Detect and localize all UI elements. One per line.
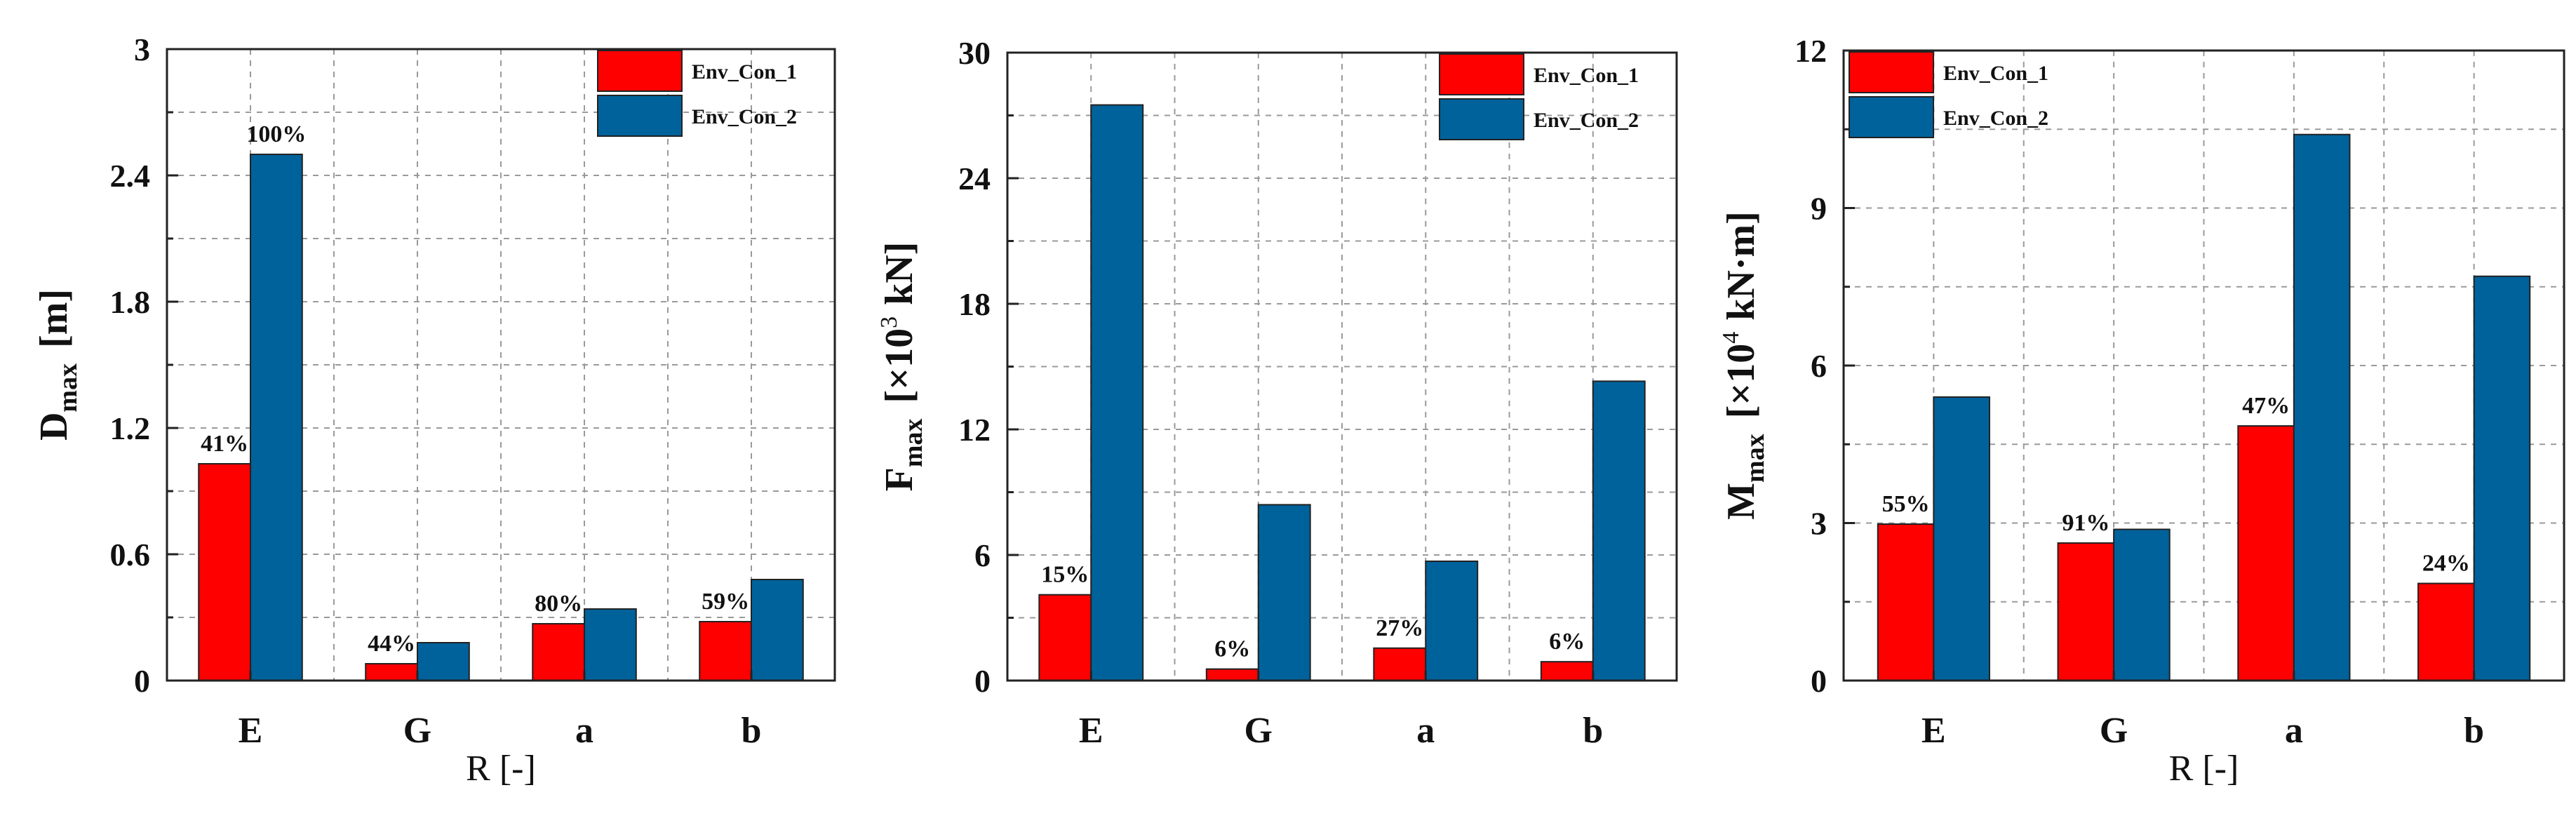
bar-env-con-1-E [198,463,251,681]
bar-env-con-1-G [2057,542,2115,681]
legend-label: Env_Con_1 [692,60,797,83]
legend-swatch [1439,53,1524,95]
legend-label: Env_Con_1 [1534,64,1639,87]
bar-env-con-2-E [1933,396,1990,682]
bar-env-con-1-E [1038,594,1092,682]
y-tick-label: 2.4 [110,158,151,194]
x-axis-label: R [-] [466,749,536,789]
data-label: 6% [1214,636,1250,662]
x-axis-label: R [-] [2169,749,2239,789]
data-label: 27% [1376,615,1423,641]
data-label: 44% [368,631,415,657]
x-tick-label: G [403,711,431,751]
data-label: 91% [2062,510,2109,536]
x-tick-label: b [1583,711,1603,751]
y-tick-label: 0 [1811,663,1827,699]
x-tick-label: E [1921,711,1946,751]
legend-label: Env_Con_2 [1943,107,2048,130]
x-tick-label: E [239,711,263,751]
y-tick-label: 18 [958,286,991,322]
legend: Env_Con_1 Env_Con_2 [1439,53,1639,140]
bar-env-con-2-b [2473,275,2531,681]
legend: Env_Con_1 Env_Con_2 [1849,51,2048,138]
bar-env-con-1-b [2417,582,2475,682]
legend-swatch [1849,51,1934,93]
bar-env-con-1-a [532,623,585,681]
data-label: 6% [1549,629,1585,655]
legend: Env_Con_1 Env_Con_2 [597,50,797,137]
x-tick-label: a [1416,711,1435,751]
y-axis-label: Fmax[×103kN] [876,242,928,492]
bar-env-con-1-b [699,621,752,681]
y-tick-label: 6 [974,537,991,573]
x-tick-label: a [575,711,593,751]
bar-env-con-2-E [250,154,303,681]
y-tick-label: 6 [1811,348,1827,384]
bar-env-con-1-G [365,663,418,681]
legend-swatch [1849,96,1934,138]
bar-env-con-2-a [584,608,637,681]
bar-env-con-1-b [1540,661,1594,682]
legend-label: Env_Con_1 [1943,62,2048,85]
bar-env-con-2-G [2113,528,2171,681]
y-tick-label: 30 [958,35,991,71]
y-tick-label: 0 [134,663,150,699]
bar-env-con-2-E [1090,104,1144,682]
data-label: 47% [2242,393,2290,419]
data-label: 15% [1041,562,1089,588]
data-label: 24% [2422,551,2470,577]
bar-env-con-2-b [1592,380,1646,682]
x-tick-label: b [742,711,762,751]
x-tick-label: E [1079,711,1103,751]
data-label: 55% [1882,491,1930,517]
legend-label: Env_Con_2 [1534,109,1639,132]
bar-env-con-2-b [751,579,804,681]
y-tick-label: 0.6 [110,537,151,573]
x-tick-label: G [1245,711,1273,751]
y-tick-label: 12 [958,412,991,448]
y-tick-label: 1.8 [110,284,151,320]
y-tick-label: 24 [958,161,991,196]
y-axis-label: Dmax[m] [32,289,83,441]
bar-env-con-1-a [1373,647,1427,682]
y-tick-label: 0 [974,663,991,699]
y-tick-label: 12 [1795,33,1827,69]
y-tick-label: 9 [1811,191,1827,227]
x-tick-label: a [2285,711,2303,751]
x-tick-label: G [2100,711,2128,751]
data-label: 59% [702,589,749,615]
legend-swatch [597,95,683,137]
y-tick-label: 3 [1811,506,1827,542]
bar-env-con-2-a [2293,133,2351,681]
legend-label: Env_Con_2 [692,105,797,128]
data-label: 100% [246,121,306,147]
bar-env-con-2-a [1425,560,1479,682]
x-tick-label: b [2464,711,2484,751]
data-label: 41% [201,431,248,457]
y-tick-label: 1.2 [110,410,151,446]
bar-env-con-1-E [1877,523,1935,681]
bar-env-con-1-a [2237,425,2295,682]
legend-swatch [1439,98,1524,140]
data-label: 80% [535,591,582,617]
bar-env-con-1-G [1205,668,1259,682]
y-tick-label: 3 [134,32,150,67]
bar-env-con-2-G [1257,504,1311,682]
legend-swatch [597,50,683,92]
bar-env-con-2-G [417,642,470,681]
y-axis-label: Mmax[×104kN·m] [1718,211,1770,520]
